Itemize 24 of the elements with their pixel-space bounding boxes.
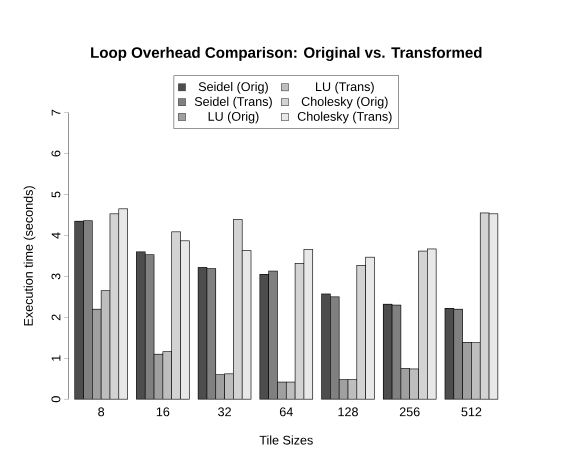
legend-label: Cholesky (Orig) [302, 96, 388, 109]
x-tick-label: 512 [461, 407, 482, 416]
y-tick-label: 6 [51, 150, 60, 157]
y-tick-label: 0 [51, 396, 60, 402]
legend-label: LU (Orig) [208, 112, 258, 124]
legend-label: Seidel (Orig) [198, 82, 268, 94]
x-axis-title: Tile Sizes [260, 435, 313, 445]
y-tick-label: 2 [52, 314, 60, 320]
y-tick-label: 3 [51, 274, 60, 280]
legend-label: Seidel (Trans) [194, 96, 272, 109]
y-axis-title: Execution time (seconds) [24, 186, 36, 326]
x-tick-label: 128 [338, 407, 358, 416]
legend-label: Cholesky (Trans) [298, 112, 392, 124]
y-tick-label: 5 [52, 192, 60, 198]
legend-label: LU (Trans) [316, 82, 374, 94]
x-tick-label: 32 [218, 407, 231, 416]
x-tick-label: 256 [400, 407, 420, 416]
chart-title: Loop Overhead Comparison: Original vs. Transformed [91, 46, 482, 62]
y-tick-label: 7 [52, 110, 60, 116]
x-tick-label: 8 [98, 407, 104, 416]
y-tick-label: 4 [52, 232, 60, 239]
x-tick-label: 16 [156, 407, 170, 416]
x-tick-label: 64 [280, 407, 293, 416]
y-tick-label: 1 [52, 356, 60, 361]
